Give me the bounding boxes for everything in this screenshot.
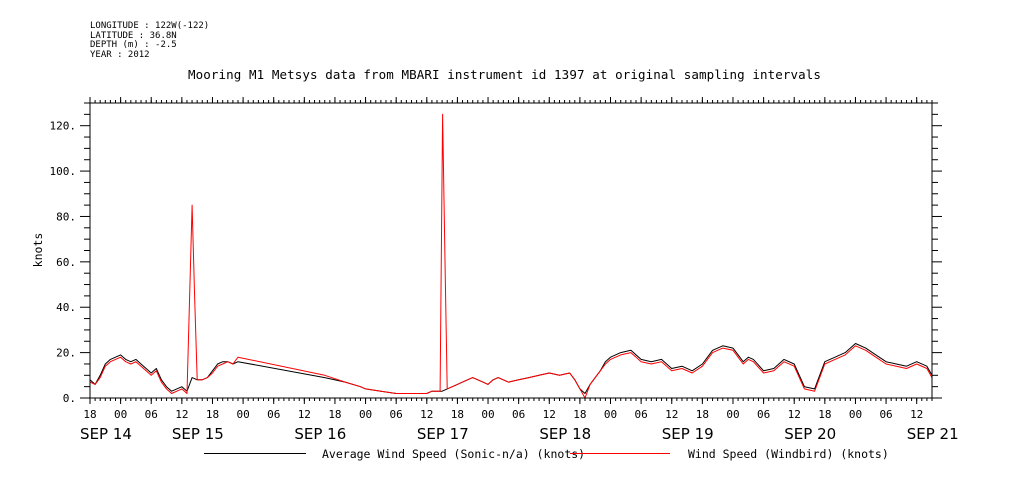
legend-label-windbird: Wind Speed (Windbird) (knots) bbox=[688, 447, 889, 461]
chart-title: Mooring M1 Metsys data from MBARI instru… bbox=[188, 67, 821, 82]
plot-frame bbox=[89, 102, 933, 399]
x-hour-tick-label: 12 bbox=[543, 408, 556, 421]
x-hour-tick-label: 12 bbox=[420, 408, 433, 421]
x-hour-tick-label: 18 bbox=[696, 408, 709, 421]
x-hour-tick-label: 18 bbox=[573, 408, 586, 421]
x-hour-tick-label: 06 bbox=[390, 408, 403, 421]
year-text: YEAR : 2012 bbox=[90, 49, 150, 60]
y-tick-label: 0. bbox=[63, 392, 76, 405]
x-hour-tick-label: 12 bbox=[175, 408, 188, 421]
x-hour-tick-label: 00 bbox=[604, 408, 617, 421]
x-hour-tick-label: 00 bbox=[849, 408, 862, 421]
chart-legend: Average Wind Speed (Sonic-n/a) (knots) W… bbox=[204, 447, 889, 461]
y-tick-label: 20. bbox=[56, 347, 76, 360]
y-tick-label: 120. bbox=[50, 120, 77, 133]
x-date-label: SEP 20 bbox=[784, 425, 836, 443]
x-hour-tick-label: 12 bbox=[298, 408, 311, 421]
latitude-text: LATITUDE : 36.8N bbox=[90, 30, 177, 41]
x-hour-tick-label: 18 bbox=[328, 408, 341, 421]
y-tick-label: 100. bbox=[50, 165, 77, 178]
x-date-label: SEP 17 bbox=[417, 425, 469, 443]
x-hour-tick-label: 00 bbox=[726, 408, 739, 421]
legend-label-average: Average Wind Speed (Sonic-n/a) (knots) bbox=[322, 447, 585, 461]
x-hour-tick-label: 06 bbox=[512, 408, 525, 421]
depth-text: DEPTH (m) : -2.5 bbox=[90, 40, 177, 50]
x-hour-tick-label: 18 bbox=[818, 408, 831, 421]
x-hour-tick-label: 06 bbox=[145, 408, 158, 421]
x-hour-tick-label: 00 bbox=[114, 408, 127, 421]
y-axis-label: knots bbox=[31, 233, 45, 268]
x-hour-tick-label: 12 bbox=[788, 408, 801, 421]
x-hour-tick-label: 00 bbox=[359, 408, 372, 421]
x-hour-tick-label: 18 bbox=[206, 408, 219, 421]
x-date-label: SEP 14 bbox=[80, 425, 132, 443]
x-hour-tick-label: 18 bbox=[83, 408, 96, 421]
longitude-text: LONGITUDE : 122W(-122) bbox=[90, 21, 210, 31]
x-date-label: SEP 15 bbox=[172, 425, 224, 443]
x-date-label: SEP 16 bbox=[294, 425, 346, 443]
x-hour-tick-label: 12 bbox=[910, 408, 923, 421]
x-hour-tick-label: 06 bbox=[757, 408, 770, 421]
y-tick-label: 60. bbox=[56, 256, 76, 269]
x-date-label: SEP 21 bbox=[907, 425, 959, 443]
x-hour-tick-label: 00 bbox=[236, 408, 249, 421]
x-hour-tick-label: 06 bbox=[635, 408, 648, 421]
x-hour-tick-label: 06 bbox=[879, 408, 892, 421]
x-date-label: SEP 18 bbox=[539, 425, 591, 443]
y-tick-label: 80. bbox=[56, 210, 76, 223]
x-hour-tick-label: 00 bbox=[481, 408, 494, 421]
x-hour-tick-label: 12 bbox=[665, 408, 678, 421]
mooring-metadata: LONGITUDE : 122W(-122) LATITUDE : 36.8N … bbox=[90, 21, 210, 60]
x-hour-tick-label: 06 bbox=[267, 408, 280, 421]
x-hour-tick-label: 18 bbox=[451, 408, 464, 421]
y-tick-label: 40. bbox=[56, 301, 76, 314]
windbird-wind-speed-line bbox=[89, 113, 933, 399]
x-date-label: SEP 19 bbox=[662, 425, 714, 443]
